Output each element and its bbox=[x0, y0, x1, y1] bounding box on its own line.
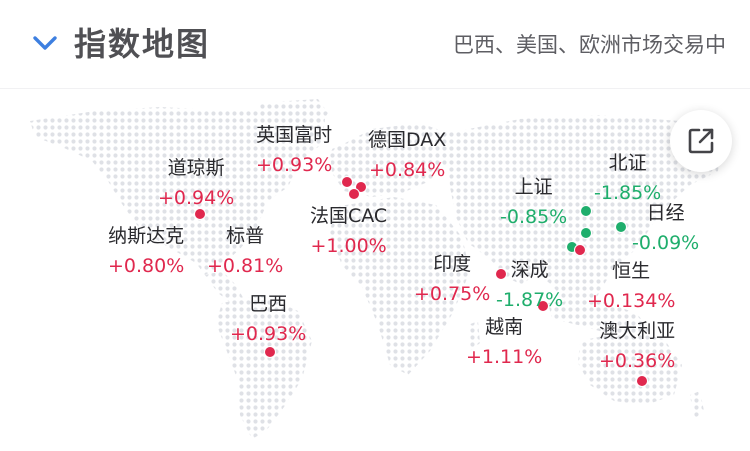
index-name: 德国DAX bbox=[368, 129, 447, 151]
world-map bbox=[0, 89, 750, 451]
marker-dow[interactable] bbox=[194, 208, 206, 220]
index-name: 恒生 bbox=[612, 260, 651, 282]
marker-cac[interactable] bbox=[348, 188, 360, 200]
marker-australia[interactable] bbox=[636, 375, 648, 387]
index-name: 纳斯达克 bbox=[108, 225, 185, 247]
index-australia[interactable]: 澳大利亚 +0.36% bbox=[599, 318, 675, 374]
index-name: 越南 bbox=[485, 316, 524, 338]
world-map-dots bbox=[30, 99, 722, 439]
index-change: +0.84% bbox=[369, 159, 446, 181]
index-name: 上证 bbox=[514, 176, 553, 198]
index-change: +1.11% bbox=[466, 346, 543, 368]
marker-nikkei[interactable] bbox=[615, 221, 627, 233]
share-external-icon bbox=[688, 128, 714, 154]
index-change: +0.81% bbox=[207, 255, 284, 277]
index-dow[interactable]: 道琼斯 +0.94% bbox=[158, 155, 234, 211]
index-change: +0.80% bbox=[108, 255, 185, 277]
index-beizheng[interactable]: 北证 -1.85% bbox=[594, 150, 661, 206]
index-name: 法国CAC bbox=[310, 205, 388, 227]
index-shenzhen[interactable]: 深成 -1.87% bbox=[496, 257, 563, 313]
marker-vietnam[interactable] bbox=[537, 300, 549, 312]
marker-brazil[interactable] bbox=[264, 346, 276, 358]
index-nikkei[interactable]: 日经 -0.09% bbox=[632, 200, 699, 256]
index-change: +0.93% bbox=[230, 323, 307, 345]
index-name: 日经 bbox=[646, 202, 685, 224]
index-india[interactable]: 印度 +0.75% bbox=[414, 251, 490, 307]
share-button[interactable] bbox=[670, 110, 732, 172]
chevron-down-icon[interactable] bbox=[30, 28, 60, 58]
marker-hangseng[interactable] bbox=[574, 244, 586, 256]
header-divider bbox=[0, 88, 750, 89]
card-header: 指数地图 巴西、美国、欧洲市场交易中 bbox=[0, 0, 750, 88]
index-name: 道琼斯 bbox=[167, 157, 225, 179]
marker-ftse[interactable] bbox=[341, 176, 353, 188]
index-vietnam[interactable]: 越南 +1.11% bbox=[466, 314, 542, 370]
index-change: +0.94% bbox=[158, 187, 235, 209]
index-shanghai[interactable]: 上证 -0.85% bbox=[500, 174, 567, 230]
index-change: -0.85% bbox=[500, 206, 568, 228]
index-name: 深成 bbox=[510, 259, 549, 281]
index-change: -1.85% bbox=[594, 182, 662, 204]
index-nasdaq[interactable]: 纳斯达克 +0.80% bbox=[108, 223, 184, 279]
market-status-text: 巴西、美国、欧洲市场交易中 bbox=[453, 33, 726, 57]
index-change: +0.93% bbox=[256, 154, 333, 176]
marker-india[interactable] bbox=[495, 268, 507, 280]
card-title: 指数地图 bbox=[74, 25, 211, 63]
index-name: 巴西 bbox=[249, 293, 288, 315]
index-name: 印度 bbox=[433, 253, 472, 275]
index-change: +1.00% bbox=[310, 235, 387, 257]
index-change: +0.36% bbox=[599, 350, 676, 372]
index-change: -0.09% bbox=[632, 232, 700, 254]
index-name: 英国富时 bbox=[256, 124, 333, 146]
index-change: +0.134% bbox=[587, 290, 676, 312]
marker-beizheng[interactable] bbox=[580, 205, 592, 217]
index-sp500[interactable]: 标普 +0.81% bbox=[207, 223, 283, 279]
index-name: 澳大利亚 bbox=[599, 320, 676, 342]
marker-shanghai[interactable] bbox=[580, 227, 592, 239]
index-name: 标普 bbox=[226, 225, 265, 247]
index-brazil[interactable]: 巴西 +0.93% bbox=[230, 291, 306, 347]
index-hangseng[interactable]: 恒生 +0.134% bbox=[587, 258, 675, 314]
index-cac[interactable]: 法国CAC +1.00% bbox=[310, 203, 387, 259]
index-dax[interactable]: 德国DAX +0.84% bbox=[368, 127, 446, 183]
index-ftse[interactable]: 英国富时 +0.93% bbox=[256, 122, 332, 178]
index-change: +0.75% bbox=[414, 283, 491, 305]
index-change: -1.87% bbox=[496, 289, 564, 311]
index-name: 北证 bbox=[608, 152, 647, 174]
